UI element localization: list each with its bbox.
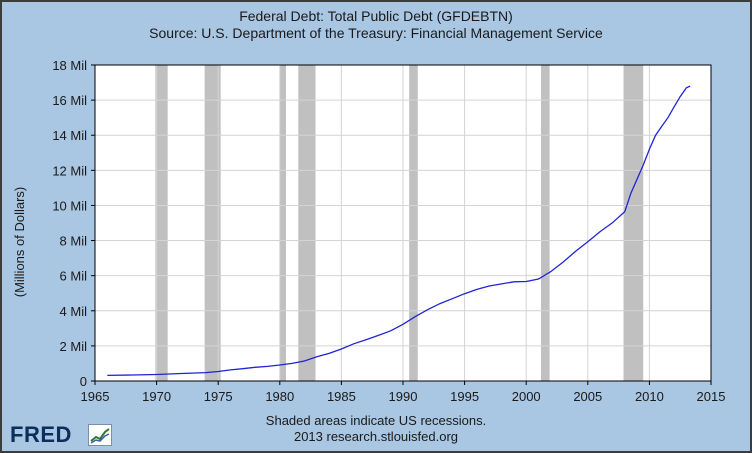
recession-band-2: [279, 65, 286, 381]
y-tick-label: 8 Mil: [60, 234, 88, 249]
x-tick-label: 2010: [635, 389, 664, 404]
x-tick-label: 1990: [389, 389, 418, 404]
axes: 1965 1970 1975 1980 1985 1990 1995 2000 2005 2010…: [52, 58, 725, 404]
series-line-GFDEBTN: [107, 85, 691, 377]
gridlines: [95, 65, 711, 381]
recession-band-5: [540, 65, 550, 381]
series: [107, 85, 691, 377]
y-tick-label: 2 Mil: [60, 339, 88, 354]
x-tick-label: 2015: [697, 389, 726, 404]
y-tick-label: 4 Mil: [60, 304, 88, 319]
recession-band-3: [298, 65, 316, 381]
x-tick-label: 1965: [81, 389, 110, 404]
chart-subtitle: Source: U.S. Department of the Treasury:…: [149, 25, 603, 41]
recession-band-0: [155, 65, 168, 381]
y-tick-label: 18 Mil: [52, 58, 87, 73]
y-tick-label: 16 Mil: [52, 93, 87, 108]
x-tick-label: 1985: [327, 389, 356, 404]
x-tick-label: 2005: [573, 389, 602, 404]
y-axis-label: (Millions of Dollars): [12, 187, 27, 298]
x-tick-label: 1980: [265, 389, 294, 404]
x-tick-label: 1970: [142, 389, 171, 404]
y-tick-label: 6 Mil: [60, 269, 88, 284]
fred-logo[interactable]: FRED: [10, 422, 120, 448]
recession-note: Shaded areas indicate US recessions.: [265, 413, 487, 428]
x-tick-label: 1995: [450, 389, 479, 404]
recession-band-1: [204, 65, 221, 381]
recession-band-4: [409, 65, 418, 381]
chart-title: Federal Debt: Total Public Debt (GFDEBTN…: [239, 8, 513, 24]
fred-logo-text: FRED: [10, 422, 72, 447]
y-tick-label: 10 Mil: [52, 198, 87, 213]
recession-band-6: [623, 65, 644, 381]
credit-text: 2013 research.stlouisfed.org: [293, 429, 459, 444]
y-tick-label: 14 Mil: [52, 128, 87, 143]
y-tick-label: 0: [80, 374, 87, 389]
y-tick-label: 12 Mil: [52, 163, 87, 178]
x-tick-label: 2000: [512, 389, 541, 404]
x-tick-label: 1975: [204, 389, 233, 404]
mini-chart-icon: [88, 424, 112, 446]
recession-shading: [155, 65, 644, 381]
